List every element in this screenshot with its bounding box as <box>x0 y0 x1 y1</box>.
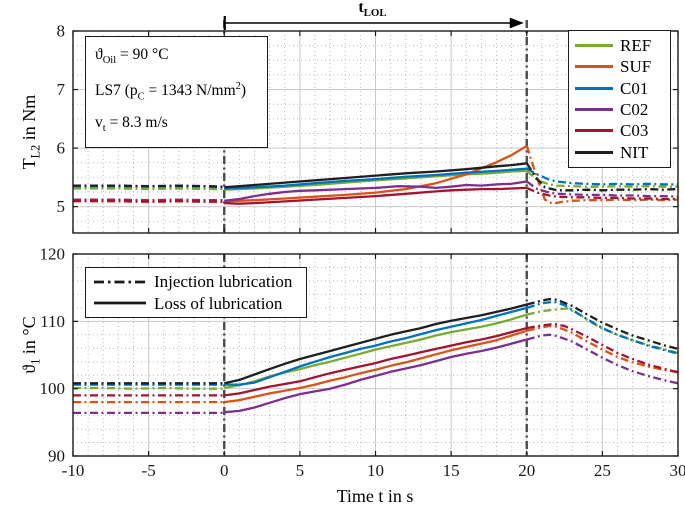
y-tick-label: 110 <box>40 312 65 331</box>
x-tick-label: 10 <box>367 461 384 480</box>
lubrication-style-legend: Injection lubrication Loss of lubrication <box>85 267 307 318</box>
series-REF-post <box>526 170 678 188</box>
series-C03-lol <box>224 186 527 205</box>
style-legend-item: Loss of lubrication <box>94 293 298 315</box>
t-lol-arrowhead-icon <box>509 17 524 29</box>
style-legend-label: Loss of lubrication <box>154 293 283 313</box>
legend-line-swatch <box>575 150 613 154</box>
series-C01-lol <box>224 306 528 386</box>
legend-line-swatch <box>575 86 613 90</box>
t-lol-main: t <box>358 0 364 16</box>
y-tick-label: 100 <box>40 379 66 398</box>
x-axis-label: Time t in s <box>336 486 414 506</box>
series-C03-post <box>526 322 679 374</box>
x-tick-label: -5 <box>142 461 156 480</box>
legend-line-swatch <box>575 129 613 133</box>
legend-item-REF: REF <box>575 35 664 56</box>
x-tick-label: 20 <box>518 461 535 480</box>
y-tick-label: 5 <box>57 197 66 216</box>
series-C02-post <box>526 180 679 198</box>
series-C03-lol <box>224 326 528 397</box>
style-legend-label: Injection lubrication <box>154 272 293 292</box>
series-NIT-post <box>525 162 679 192</box>
y-tick-label: 90 <box>48 447 65 466</box>
dashdot-line-sample-icon <box>94 280 146 284</box>
x-tick-label: -10 <box>62 461 85 480</box>
annotation-line-oil-temperature: ϑOil = 90 °C <box>95 46 169 67</box>
legend-line-swatch <box>575 108 613 112</box>
legend-item-C02: C02 <box>575 99 664 120</box>
legend-label: SUF <box>620 57 652 77</box>
series-SUF-lol <box>224 144 528 203</box>
legend-line-swatch <box>575 65 613 69</box>
x-tick-label: 5 <box>296 461 305 480</box>
x-tick-label: 0 <box>220 461 229 480</box>
x-tick-label: 15 <box>443 461 460 480</box>
series-C02-post <box>526 333 679 385</box>
legend-item-NIT: NIT <box>575 141 664 162</box>
style-legend-item: Injection lubrication <box>94 271 298 293</box>
t-lol-annotation-label: tLOL <box>225 0 520 19</box>
t-lol-sub: LOL <box>363 7 387 20</box>
y-tick-label: 6 <box>57 139 66 158</box>
series-legend: REF SUF C01 C02 C03 NIT <box>568 30 671 168</box>
legend-item-SUF: SUF <box>575 56 664 77</box>
y-tick-label: 8 <box>57 22 66 41</box>
top-y-axis-label: TL2 in Nm <box>19 94 43 170</box>
series-NIT-lol <box>224 162 527 189</box>
series-C03-post <box>526 186 678 201</box>
series-C03-pre <box>73 199 225 203</box>
legend-label: NIT <box>620 142 649 162</box>
legend-label: C03 <box>620 121 649 141</box>
series-SUF-post <box>526 324 679 373</box>
bottom-y-axis-label: ϑ1 in °C <box>19 316 43 374</box>
series-REF-pre <box>73 386 225 390</box>
series-REF-pre <box>73 187 225 191</box>
series-NIT-pre <box>73 184 225 188</box>
series-SUF-lol <box>224 329 528 404</box>
legend-item-C01: C01 <box>575 78 664 99</box>
parameter-annotation-box: ϑOil = 90 °C LS7 (pC = 1343 N/mm2) vt = … <box>85 36 268 149</box>
series-NIT-lol <box>224 303 528 385</box>
x-tick-label: 30 <box>670 461 685 480</box>
annotation-line-load-stage: LS7 (pC = 1343 N/mm2) <box>95 81 247 103</box>
series-NIT-post <box>526 297 679 351</box>
series-C02-lol <box>224 180 527 202</box>
series-C02-pre <box>73 198 225 202</box>
legend-label: C02 <box>620 100 649 120</box>
y-tick-label: 120 <box>40 245 66 264</box>
x-tick-label: 25 <box>594 461 611 480</box>
legend-line-swatch <box>575 44 613 48</box>
series-C01-post <box>526 167 678 186</box>
legend-label: C01 <box>620 78 649 98</box>
legend-label: REF <box>620 36 652 56</box>
solid-line-sample-icon <box>94 301 146 305</box>
series-C01-post <box>526 300 679 355</box>
series-C01-lol <box>224 167 527 190</box>
legend-item-C03: C03 <box>575 120 664 141</box>
y-tick-label: 7 <box>57 80 66 99</box>
series-C02-lol <box>224 338 528 414</box>
annotation-line-velocity: vt = 8.3 m/s <box>95 114 168 135</box>
